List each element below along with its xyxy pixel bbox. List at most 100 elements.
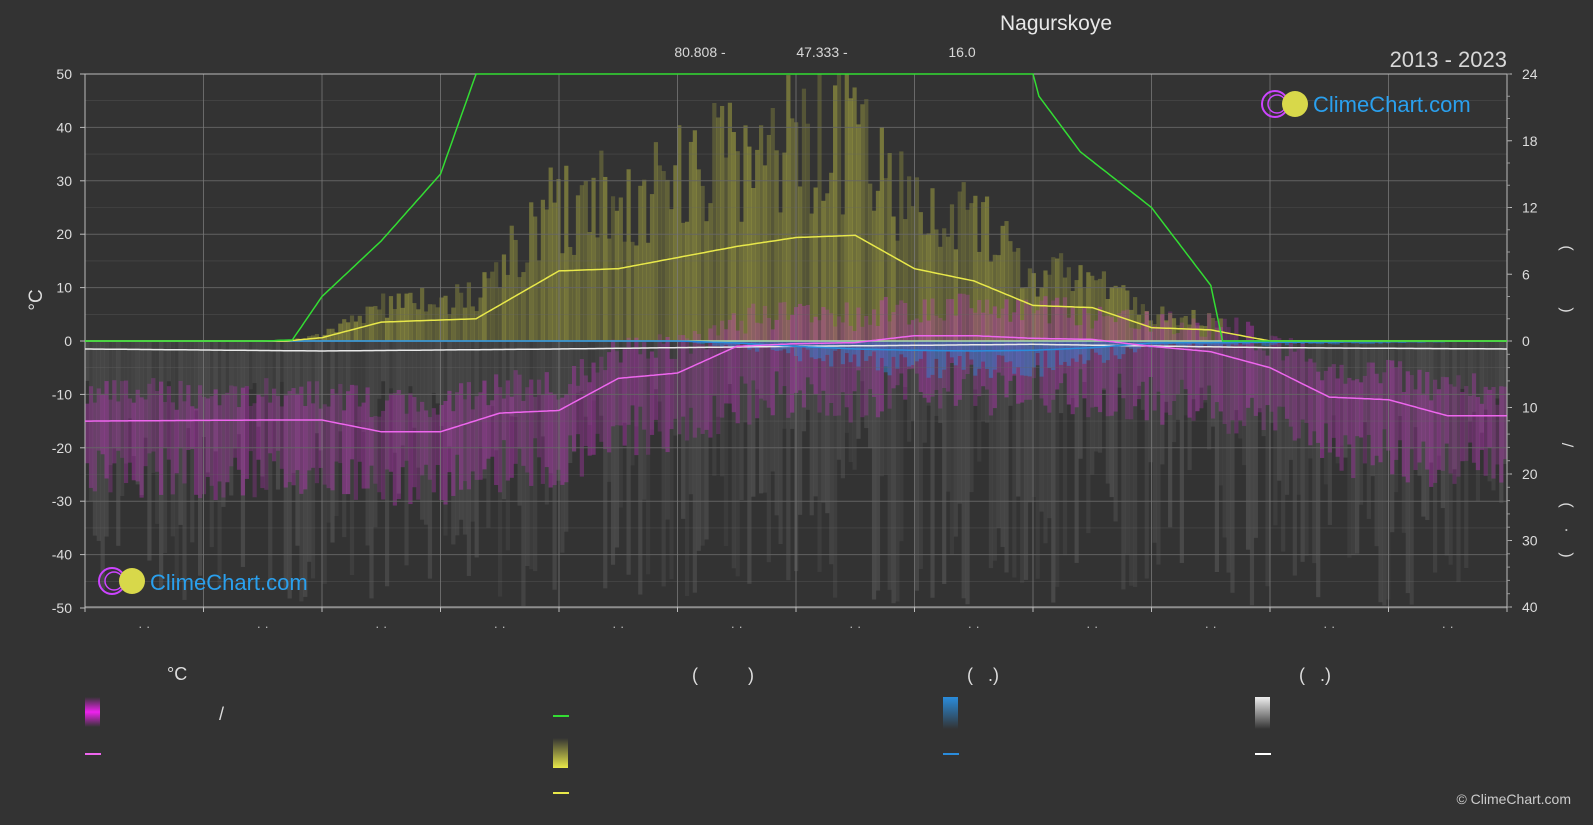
snow-day-bar xyxy=(669,341,674,580)
snow-day-bar xyxy=(1035,341,1040,579)
snow-day-bar xyxy=(108,341,113,466)
snow-day-bar xyxy=(1175,341,1181,420)
rain-day-bar xyxy=(899,341,904,355)
snow-day-bar xyxy=(961,341,966,599)
snow-day-bar xyxy=(92,341,97,536)
snow-day-bar xyxy=(435,341,440,404)
y-tick-label: -30 xyxy=(52,493,72,509)
sunshine-day-bar xyxy=(747,146,752,341)
temp-day-bar xyxy=(564,394,569,483)
temp-day-bar xyxy=(696,333,701,428)
temp-day-bar xyxy=(197,385,203,499)
temp-day-bar xyxy=(1440,376,1445,471)
snow-day-bar xyxy=(322,341,327,584)
sunshine-day-bar xyxy=(638,185,643,341)
temp-day-bar xyxy=(229,385,234,467)
sunshine-day-bar xyxy=(564,165,569,341)
temp-day-bar xyxy=(1066,317,1071,405)
temp-day-bar xyxy=(381,410,386,500)
snow-day-bar xyxy=(451,341,456,545)
sunshine-day-bar xyxy=(462,307,468,341)
snow-day-bar xyxy=(1043,341,1048,544)
snow-day-bar xyxy=(657,341,662,402)
snow-day-bar xyxy=(1047,341,1052,519)
rain-day-bar xyxy=(883,341,888,373)
bottom-axis: · · · · · · · · · · · · · · · · · · · · · · · · xyxy=(84,607,1508,634)
snow-day-bar xyxy=(326,341,331,523)
temp-day-bar xyxy=(423,410,429,465)
snow-day-bar xyxy=(875,341,881,591)
sunshine-day-bar xyxy=(1058,253,1064,341)
temp-day-bar xyxy=(260,396,265,489)
snow-day-bar xyxy=(1405,341,1410,594)
snow-day-bar xyxy=(159,341,164,590)
temp-day-bar xyxy=(599,356,604,442)
logo-top[interactable]: ClimeChart.com xyxy=(1261,90,1471,118)
y2-tick-label: 40 xyxy=(1522,599,1538,615)
sunshine-day-bar xyxy=(829,172,834,341)
temp-day-bar xyxy=(571,365,577,452)
temp-day-bar xyxy=(988,313,994,416)
snow-day-bar xyxy=(1362,341,1368,423)
snow-day-bar xyxy=(938,341,943,424)
logo-bottom[interactable]: ClimeChart.com xyxy=(98,567,308,595)
temp-day-bar xyxy=(587,382,592,456)
sunshine-day-bar xyxy=(568,247,573,341)
snow-day-bar xyxy=(494,341,499,451)
snow-day-bar xyxy=(603,341,608,589)
snow-day-bar xyxy=(778,341,783,544)
snow-day-bar xyxy=(1312,341,1317,564)
temp-day-bar xyxy=(1401,392,1407,477)
rain-day-bar xyxy=(1226,341,1231,347)
temp-day-bar xyxy=(953,315,958,406)
temp-day-bar xyxy=(1479,403,1484,450)
snow-day-bar xyxy=(459,341,464,520)
snow-day-bar xyxy=(1242,341,1247,466)
rain-day-bar xyxy=(891,341,896,357)
temp-day-bar xyxy=(934,315,939,390)
snow-day-bar xyxy=(443,341,448,536)
temp-day-bar xyxy=(1351,380,1356,479)
snow-day-bar xyxy=(934,341,939,416)
sunshine-day-bar xyxy=(540,199,546,341)
sunshine-day-bar xyxy=(1214,327,1220,341)
temp-day-bar xyxy=(342,410,347,495)
temp-day-bar xyxy=(700,344,705,434)
snow-day-bar xyxy=(579,341,584,392)
rain-day-bar xyxy=(805,341,810,350)
y-tick-label: 0 xyxy=(64,333,72,349)
temp-day-bar xyxy=(213,389,218,501)
sunshine-day-bar xyxy=(949,204,955,341)
sunshine-day-bar xyxy=(977,251,982,341)
temp-day-bar xyxy=(482,380,487,470)
sunshine-day-bar xyxy=(1171,318,1177,341)
temp-day-bar xyxy=(642,342,647,430)
temp-day-bar xyxy=(1070,306,1075,415)
snow-day-bar xyxy=(342,341,347,538)
temp-day-bar xyxy=(591,362,596,455)
sunshine-day-bar xyxy=(334,332,339,341)
snow-day-bar xyxy=(1378,341,1383,603)
rain-day-bar xyxy=(1070,341,1075,359)
snow-day-bar xyxy=(544,341,549,505)
temp-day-bar xyxy=(1468,395,1473,443)
sunshine-day-bar xyxy=(801,88,807,342)
temp-day-bar xyxy=(1086,313,1091,418)
y2-tick-label: 12 xyxy=(1522,200,1538,216)
snow-day-bar xyxy=(1296,341,1301,495)
snow-day-bar xyxy=(275,341,281,490)
rain-day-bar xyxy=(1261,341,1266,346)
temp-day-bar xyxy=(1094,320,1099,407)
temp-day-bar xyxy=(217,405,222,482)
temp-day-bar xyxy=(568,384,573,436)
snow-day-bar xyxy=(848,341,853,463)
snow-day-bar xyxy=(739,341,744,501)
rain-day-bar xyxy=(840,341,845,365)
temp-day-bar xyxy=(1378,383,1383,463)
temp-day-bar xyxy=(918,322,923,393)
sunshine-day-bar xyxy=(1148,320,1153,341)
sunshine-day-bar xyxy=(860,104,865,342)
sunshine-day-bar xyxy=(1086,272,1091,341)
snow-day-bar xyxy=(400,341,405,446)
snow-day-bar xyxy=(856,341,861,439)
